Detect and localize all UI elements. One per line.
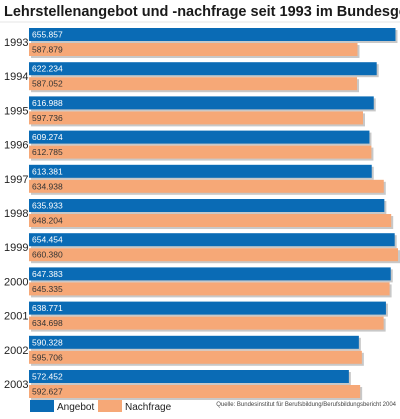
bar-angebot — [29, 164, 372, 178]
value-label-nachfrage: 645.335 — [32, 284, 63, 294]
value-label-nachfrage: 592.627 — [32, 387, 63, 397]
year-label: 2001 — [4, 311, 28, 323]
bar-nachfrage — [29, 179, 384, 193]
value-label-angebot: 635.933 — [32, 201, 63, 211]
value-label-angebot: 609.274 — [32, 132, 63, 142]
value-label-nachfrage: 587.052 — [32, 79, 63, 89]
year-label: 2003 — [4, 379, 28, 391]
legend-swatch-angebot — [30, 400, 54, 412]
bar-groups: 1993 655.857 587.879 1994 622.234 587.052 1995… — [4, 28, 400, 400]
value-label-nachfrage: 587.879 — [32, 45, 63, 55]
bar-angebot — [29, 130, 370, 144]
year-label: 1997 — [4, 174, 28, 186]
bar-nachfrage — [29, 282, 390, 296]
year-label: 2000 — [4, 276, 28, 288]
bar-angebot — [29, 62, 377, 76]
chart-title: Lehrstellenangebot und -nachfrage seit 1… — [4, 4, 400, 20]
value-label-nachfrage: 660.380 — [32, 250, 63, 260]
bar-nachfrage — [29, 43, 358, 56]
legend-label-angebot: Angebot — [57, 402, 94, 413]
value-label-angebot: 647.383 — [32, 269, 63, 279]
year-label: 1994 — [4, 71, 28, 83]
value-label-angebot: 655.857 — [32, 30, 63, 40]
value-label-angebot: 654.454 — [32, 235, 63, 245]
value-label-angebot: 613.381 — [32, 166, 63, 176]
bar-nachfrage — [29, 111, 363, 125]
year-label: 1995 — [4, 105, 28, 117]
value-label-angebot: 638.771 — [32, 303, 63, 313]
bar-angebot — [29, 335, 359, 349]
value-label-angebot: 616.988 — [32, 98, 63, 108]
bar-nachfrage — [29, 385, 361, 398]
bar-angebot — [29, 370, 349, 383]
bar-nachfrage — [29, 145, 372, 159]
bar-nachfrage — [29, 248, 398, 262]
year-label: 1999 — [4, 242, 28, 254]
bar-angebot — [29, 96, 374, 110]
bar-nachfrage — [29, 214, 392, 227]
value-label-nachfrage: 595.706 — [32, 352, 63, 362]
value-label-nachfrage: 648.204 — [32, 216, 63, 226]
legend-swatch-nachfrage — [98, 400, 122, 412]
bar-angebot — [29, 267, 391, 281]
bar-angebot — [29, 233, 395, 247]
value-label-nachfrage: 634.698 — [32, 318, 63, 328]
legend-label-nachfrage: Nachfrage — [125, 402, 172, 413]
bar-nachfrage — [29, 350, 362, 364]
value-label-angebot: 572.452 — [32, 372, 63, 382]
bar-angebot — [29, 28, 396, 41]
value-label-angebot: 590.328 — [32, 337, 63, 347]
year-label: 2002 — [4, 345, 28, 357]
bar-angebot — [29, 301, 386, 315]
value-label-nachfrage: 634.938 — [32, 181, 63, 191]
value-label-angebot: 622.234 — [32, 64, 63, 74]
bar-nachfrage — [29, 77, 358, 91]
source-note: Quelle: Bundesinstitut für Berufsbildung… — [216, 402, 396, 408]
year-label: 1996 — [4, 140, 28, 152]
bar-nachfrage — [29, 316, 384, 330]
legend: Angebot Nachfrage — [30, 400, 172, 413]
year-label: 1993 — [4, 37, 28, 49]
bar-angebot — [29, 199, 385, 212]
year-label: 1998 — [4, 208, 28, 220]
value-label-nachfrage: 597.736 — [32, 113, 63, 123]
value-label-nachfrage: 612.785 — [32, 147, 63, 157]
